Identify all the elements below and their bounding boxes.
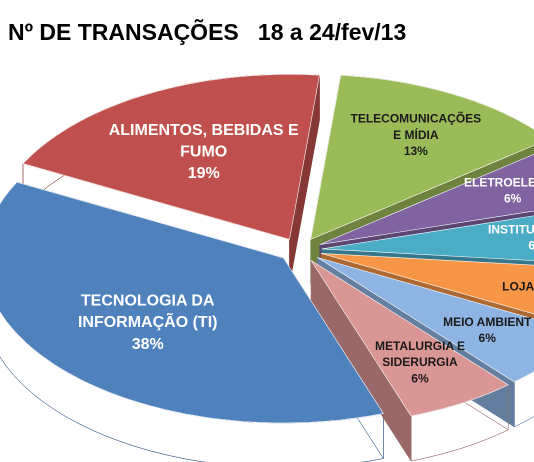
slice-label: METALURGIA E bbox=[375, 339, 465, 353]
slice bbox=[0, 181, 384, 424]
value-label: 6% bbox=[411, 371, 429, 385]
chart-title: Nº DE TRANSAÇÕES 18 a 24/fev/13 bbox=[8, 18, 406, 45]
slice bbox=[22, 74, 320, 240]
slice-label: INSTITUIÇÕES FI bbox=[488, 222, 534, 237]
value-label: 6% bbox=[528, 239, 534, 253]
value-label: 19% bbox=[188, 165, 220, 182]
slice bbox=[310, 74, 534, 240]
slice-label: LOJAS D bbox=[502, 279, 534, 293]
slice-label: E MÍDIA bbox=[393, 127, 439, 142]
slice-label: TECNOLOGIA DA bbox=[81, 293, 215, 310]
slice bbox=[321, 215, 534, 261]
value-label: 38% bbox=[132, 336, 164, 353]
value-label: 6% bbox=[504, 192, 522, 206]
slice-label: INFORMAÇÃO (TI) bbox=[78, 311, 218, 331]
slice-label: TELECOMUNICAÇÕES bbox=[351, 111, 482, 126]
slice bbox=[321, 253, 534, 315]
slice-label: FUMO bbox=[180, 144, 227, 161]
slice-label: MEIO AMBIENT bbox=[443, 315, 532, 329]
slice-label: SIDERURGIA bbox=[382, 355, 458, 369]
slice-label: ELETROELETRÔ bbox=[464, 174, 534, 189]
slice-label: ALIMENTOS, BEBIDAS E bbox=[109, 122, 299, 139]
slice bbox=[310, 260, 509, 417]
slice bbox=[317, 257, 534, 383]
value-label: 13% bbox=[404, 144, 428, 158]
value-label: 6% bbox=[479, 331, 497, 345]
slice bbox=[319, 153, 534, 245]
